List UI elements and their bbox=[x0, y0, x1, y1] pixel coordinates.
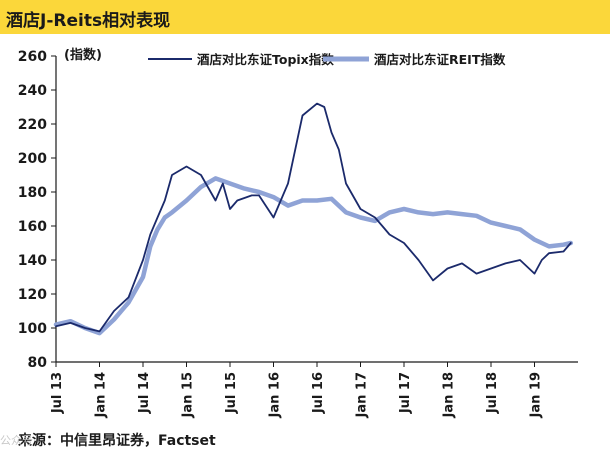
x-tick-label: Jul 14 bbox=[137, 372, 152, 414]
y-tick-label: 120 bbox=[18, 287, 47, 303]
source-note: 来源：中信里昂证券，Factset bbox=[18, 433, 216, 449]
x-tick-label: Jan 14 bbox=[94, 372, 109, 418]
y-tick-label: 100 bbox=[18, 321, 47, 337]
x-tick-label: Jul 16 bbox=[311, 372, 326, 414]
legend-label-topix: 酒店对比东证Topix指数 bbox=[197, 52, 334, 67]
y-tick-label: 240 bbox=[18, 83, 47, 99]
x-tick-label: Jan 17 bbox=[355, 372, 370, 418]
x-tick-label: Jul 18 bbox=[485, 372, 500, 414]
x-tick-label: Jul 13 bbox=[50, 372, 65, 414]
legend-label-reit: 酒店对比东证REIT指数 bbox=[374, 52, 506, 67]
y-tick-label: 260 bbox=[18, 49, 47, 65]
watermark: 公众号 bbox=[0, 434, 33, 447]
series-line-topix bbox=[55, 102, 572, 333]
y-ticks: 80 100 120 140 160 180 200 220 240 260 bbox=[18, 49, 56, 371]
x-tick-label: Jan 15 bbox=[181, 372, 196, 418]
series-line-reit bbox=[53, 176, 574, 336]
x-tick-label: Jan 16 bbox=[268, 372, 283, 418]
chart-title: 酒店J-Reits相对表现 bbox=[6, 11, 171, 31]
x-tick-label: Jul 15 bbox=[224, 372, 239, 414]
chart: (指数) 酒店对比东证Topix指数 酒店对比东证REIT指数 80 100 120… bbox=[18, 47, 578, 418]
x-tick-label: Jan 18 bbox=[442, 372, 457, 418]
x-tick-label: Jul 17 bbox=[398, 372, 413, 414]
x-ticks: Jul 13 Jan 14 Jul 14 Jan 15 Jul 15 Jan 16 Jul … bbox=[50, 362, 544, 418]
y-tick-label: 140 bbox=[18, 253, 47, 269]
y-tick-label: 80 bbox=[28, 355, 48, 371]
y-tick-label: 200 bbox=[18, 151, 47, 167]
x-tick-label: Jan 19 bbox=[529, 372, 544, 418]
legend: 酒店对比东证Topix指数 酒店对比东证REIT指数 bbox=[148, 52, 506, 67]
title-bar: 酒店J-Reits相对表现 bbox=[0, 0, 610, 34]
y-tick-label: 180 bbox=[18, 185, 47, 201]
y-axis-label: (指数) bbox=[64, 47, 102, 63]
y-tick-label: 220 bbox=[18, 117, 47, 133]
y-tick-label: 160 bbox=[18, 219, 47, 235]
